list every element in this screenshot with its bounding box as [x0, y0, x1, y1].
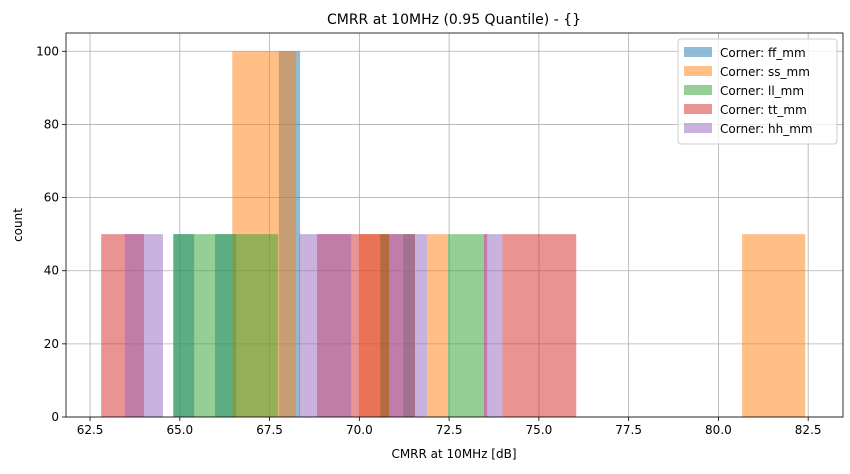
- histogram-bar-series-4: [483, 234, 503, 417]
- y-tick-label: 20: [44, 337, 59, 351]
- x-ticks: 62.5 65.0 67.5 70.0 72.5 75.0 77.5 80.0 82.5: [77, 417, 822, 437]
- legend-swatch: [684, 47, 712, 57]
- x-tick-label: 82.5: [795, 423, 822, 437]
- histogram-bar-series-1: [742, 234, 806, 417]
- legend-label: Corner: hh_mm: [720, 122, 813, 136]
- histogram-bar-series-4: [389, 234, 428, 417]
- histogram-bar-series-1: [427, 234, 449, 417]
- plot-frame: [65, 32, 844, 418]
- histogram-bar-series-4: [124, 234, 163, 417]
- x-tick-label: 65.0: [166, 423, 193, 437]
- histogram-bar-series-2: [448, 234, 484, 417]
- x-tick-label: 67.5: [256, 423, 283, 437]
- legend-label: Corner: ss_mm: [720, 65, 810, 79]
- legend-label: Corner: tt_mm: [720, 103, 807, 117]
- legend-swatch: [684, 104, 712, 114]
- histogram-bar-series-2: [174, 234, 279, 417]
- y-axis-label: count: [11, 208, 25, 242]
- bars: [101, 51, 806, 418]
- x-tick-label: 70.0: [346, 423, 373, 437]
- y-tick-label: 40: [44, 264, 59, 278]
- histogram-bar-series-3: [502, 234, 577, 417]
- legend-swatch: [684, 85, 712, 95]
- legend-swatch: [684, 66, 712, 76]
- x-axis-label: CMRR at 10MHz [dB]: [391, 447, 516, 461]
- x-tick-label: 72.5: [436, 423, 463, 437]
- x-tick-label: 62.5: [77, 423, 104, 437]
- legend-label: Corner: ff_mm: [720, 46, 806, 60]
- x-tick-label: 77.5: [615, 423, 642, 437]
- legend: Corner: ff_mm Corner: ss_mm Corner: ll_mm C…: [677, 38, 838, 145]
- y-tick-label: 60: [44, 191, 59, 205]
- y-tick-label: 0: [51, 410, 59, 424]
- chart-title: CMRR at 10MHz (0.95 Quantile) - {}: [327, 12, 581, 28]
- y-ticks: 0 20 40 60 80 100: [36, 44, 66, 424]
- legend-swatch: [684, 123, 712, 133]
- x-tick-label: 80.0: [705, 423, 732, 437]
- x-tick-label: 75.0: [526, 423, 553, 437]
- y-tick-label: 100: [36, 44, 59, 58]
- y-tick-label: 80: [44, 117, 59, 131]
- histogram-bar-series-4: [299, 234, 352, 417]
- legend-label: Corner: ll_mm: [720, 84, 804, 98]
- legend-box: [677, 38, 838, 145]
